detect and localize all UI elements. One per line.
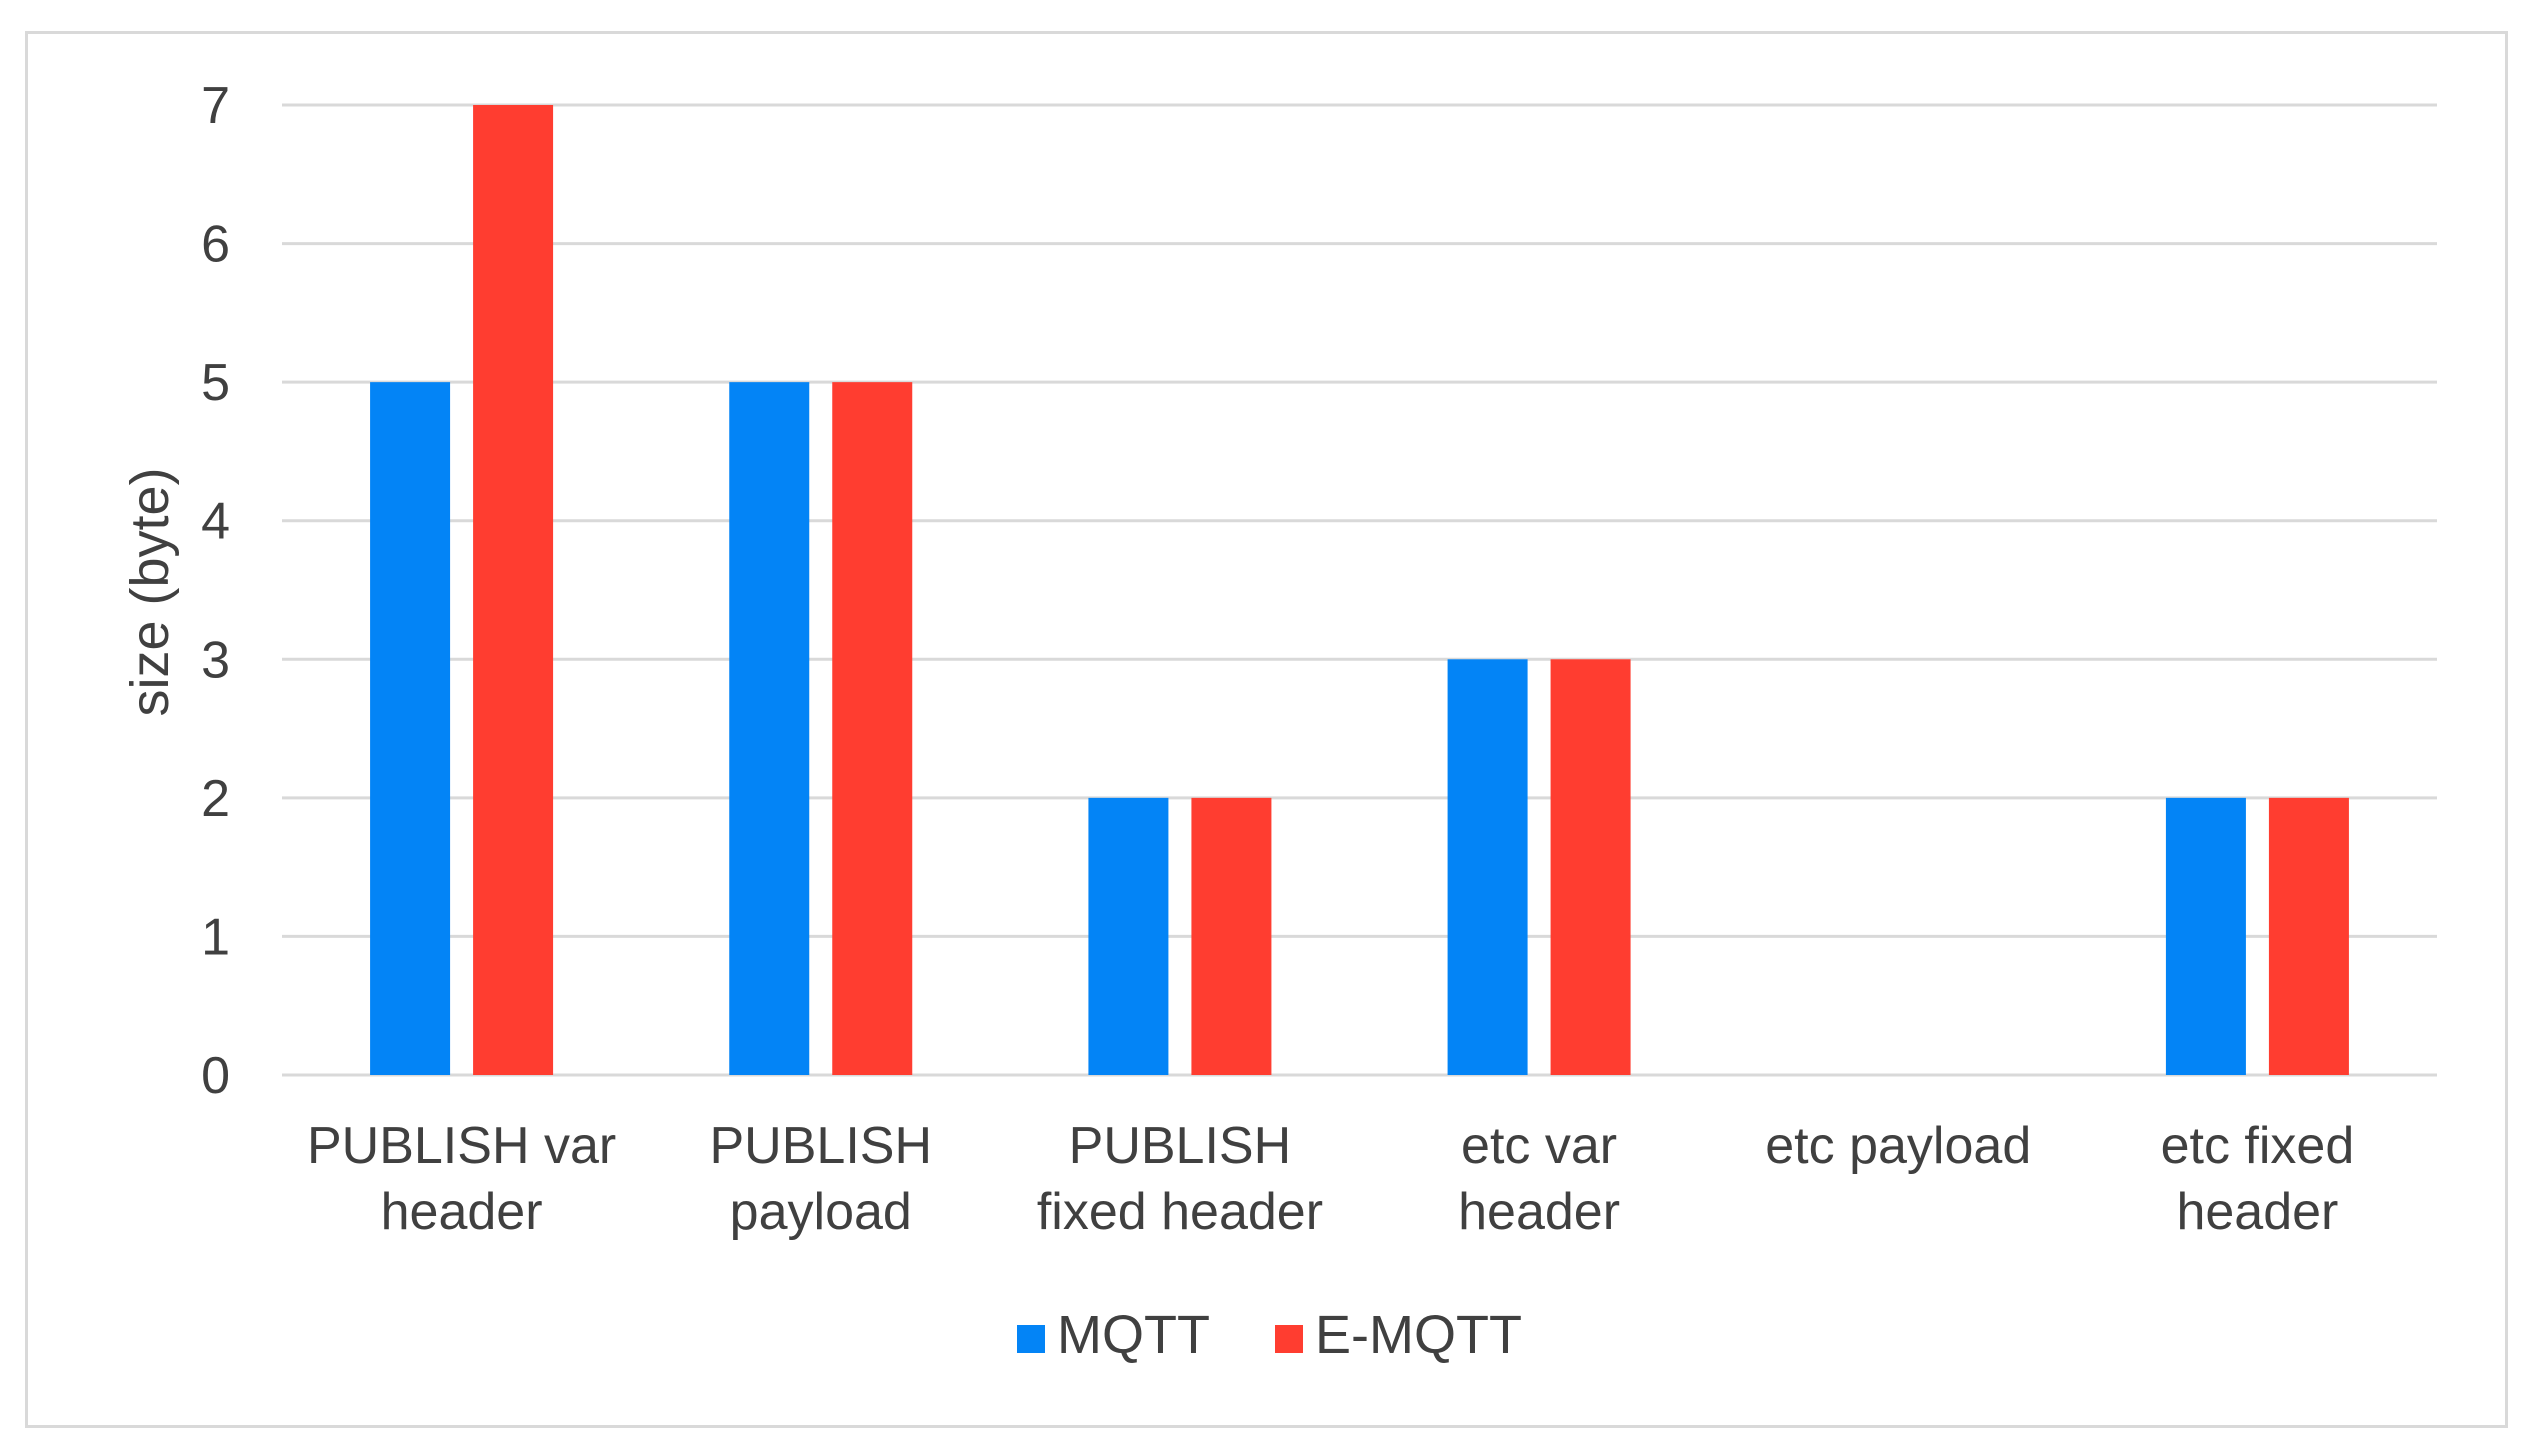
y-tick-label: 7	[201, 77, 230, 135]
gridlines	[282, 103, 2437, 1077]
x-category-label: etc payload	[1765, 1117, 2031, 1175]
x-category-label: payload	[730, 1183, 912, 1241]
x-axis-labels: PUBLISH var header PUBLISH payload PUBLISH fi…	[307, 1117, 2354, 1241]
x-category-label: PUBLISH	[1069, 1117, 1292, 1175]
bar-mqtt-1	[729, 382, 810, 1076]
x-category-label: fixed header	[1037, 1183, 1323, 1241]
bar-mqtt-0	[370, 382, 451, 1076]
x-category-label: header	[381, 1183, 543, 1241]
legend-label-mqtt: MQTT	[1057, 1305, 1210, 1365]
x-category-label: header	[2176, 1183, 2338, 1241]
y-tick-label: 3	[201, 631, 230, 689]
y-tick-label: 4	[201, 493, 230, 551]
bar-e-mqtt-5	[2268, 797, 2349, 1075]
y-tick-label: 1	[201, 908, 230, 966]
y-tick-label: 5	[201, 354, 230, 412]
x-category-label: PUBLISH var	[307, 1117, 616, 1175]
y-tick-label: 6	[201, 216, 230, 274]
x-category-label: etc fixed	[2161, 1117, 2355, 1175]
bar-mqtt-5	[2165, 797, 2246, 1075]
bar-e-mqtt-2	[1191, 797, 1272, 1075]
bar-e-mqtt-0	[473, 105, 554, 1075]
x-category-label: etc var	[1461, 1117, 1617, 1175]
y-axis-title: size (byte)	[120, 467, 180, 716]
bar-mqtt-3	[1447, 659, 1528, 1075]
legend: MQTT E-MQTT	[1017, 1305, 1522, 1365]
legend-swatch-mqtt	[1017, 1325, 1045, 1353]
x-category-label: header	[1458, 1183, 1620, 1241]
bar-e-mqtt-3	[1550, 659, 1631, 1075]
y-axis-ticks: 0 1 2 3 4 5 6 7	[201, 77, 230, 1105]
legend-label-e-mqtt: E-MQTT	[1315, 1305, 1522, 1365]
bar-e-mqtt-1	[832, 382, 913, 1076]
y-tick-label: 0	[201, 1047, 230, 1105]
y-tick-label: 2	[201, 770, 230, 828]
legend-swatch-e-mqtt	[1275, 1325, 1303, 1353]
bars	[370, 105, 2349, 1076]
x-category-label: PUBLISH	[709, 1117, 932, 1175]
bar-mqtt-2	[1088, 797, 1169, 1075]
